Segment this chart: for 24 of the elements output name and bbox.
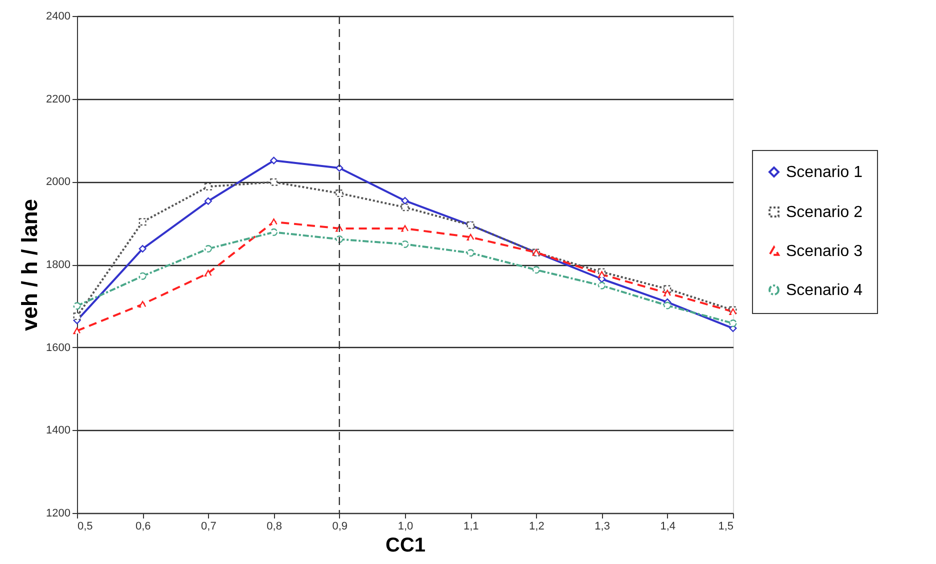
x-tick-label: 0,9 [332,520,348,532]
x-axis-title: CC1 [385,534,426,556]
x-tick-label: 1,5 [718,520,734,532]
y-axis-title: veh / h / lane [17,198,42,332]
x-tick-label: 1,3 [594,520,610,532]
y-tick-label: 1400 [46,424,70,437]
y-tick-label: 1600 [46,342,70,354]
x-tick-label: 1,2 [529,520,544,532]
x-tick-label: 0,8 [266,520,282,532]
legend-label: Scenario 3 [786,243,863,260]
x-tick-label: 1,4 [660,520,676,532]
legend-label: Scenario 4 [786,282,863,299]
y-tick-label: 2000 [46,176,70,188]
x-tick-label: 1,0 [398,520,414,532]
legend-label: Scenario 1 [786,164,863,181]
y-tick-label: 2400 [46,10,70,22]
x-tick-label: 1,1 [463,520,479,532]
y-tick-label: 1200 [46,508,70,520]
y-tick-label: 1800 [46,259,70,271]
legend-label: Scenario 2 [786,204,863,221]
x-tick-label: 0,7 [201,520,216,532]
x-tick-label: 0,6 [135,520,151,532]
x-tick-label: 0,5 [78,520,93,532]
y-tick-label: 2200 [46,93,70,106]
